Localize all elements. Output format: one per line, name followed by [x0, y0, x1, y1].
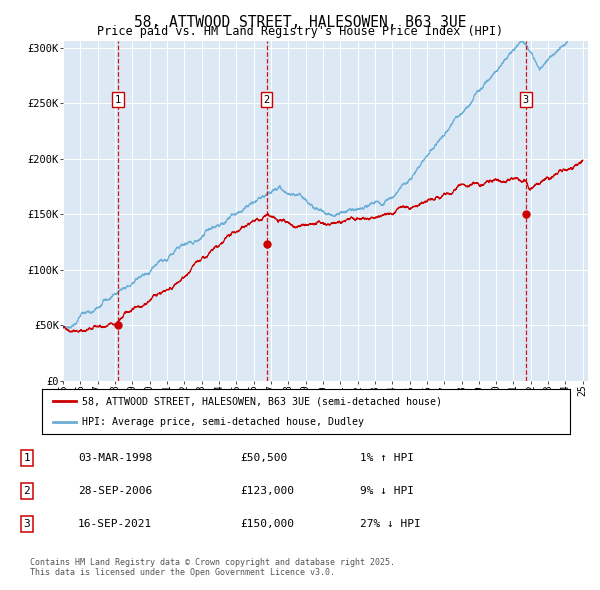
Text: 1% ↑ HPI: 1% ↑ HPI [360, 453, 414, 463]
Text: 2: 2 [263, 94, 270, 104]
Text: £150,000: £150,000 [240, 519, 294, 529]
Text: 58, ATTWOOD STREET, HALESOWEN, B63 3UE: 58, ATTWOOD STREET, HALESOWEN, B63 3UE [134, 15, 466, 30]
Text: Price paid vs. HM Land Registry's House Price Index (HPI): Price paid vs. HM Land Registry's House … [97, 25, 503, 38]
Text: 28-SEP-2006: 28-SEP-2006 [78, 486, 152, 496]
Text: Contains HM Land Registry data © Crown copyright and database right 2025.
This d: Contains HM Land Registry data © Crown c… [30, 558, 395, 577]
Text: 9% ↓ HPI: 9% ↓ HPI [360, 486, 414, 496]
Text: HPI: Average price, semi-detached house, Dudley: HPI: Average price, semi-detached house,… [82, 417, 364, 427]
Text: 3: 3 [23, 519, 31, 529]
Text: 27% ↓ HPI: 27% ↓ HPI [360, 519, 421, 529]
Text: 16-SEP-2021: 16-SEP-2021 [78, 519, 152, 529]
Text: 58, ATTWOOD STREET, HALESOWEN, B63 3UE (semi-detached house): 58, ATTWOOD STREET, HALESOWEN, B63 3UE (… [82, 396, 442, 407]
Text: 3: 3 [523, 94, 529, 104]
Text: 2: 2 [23, 486, 31, 496]
Text: £123,000: £123,000 [240, 486, 294, 496]
Text: 03-MAR-1998: 03-MAR-1998 [78, 453, 152, 463]
Text: £50,500: £50,500 [240, 453, 287, 463]
Text: 1: 1 [23, 453, 31, 463]
Text: 1: 1 [115, 94, 121, 104]
